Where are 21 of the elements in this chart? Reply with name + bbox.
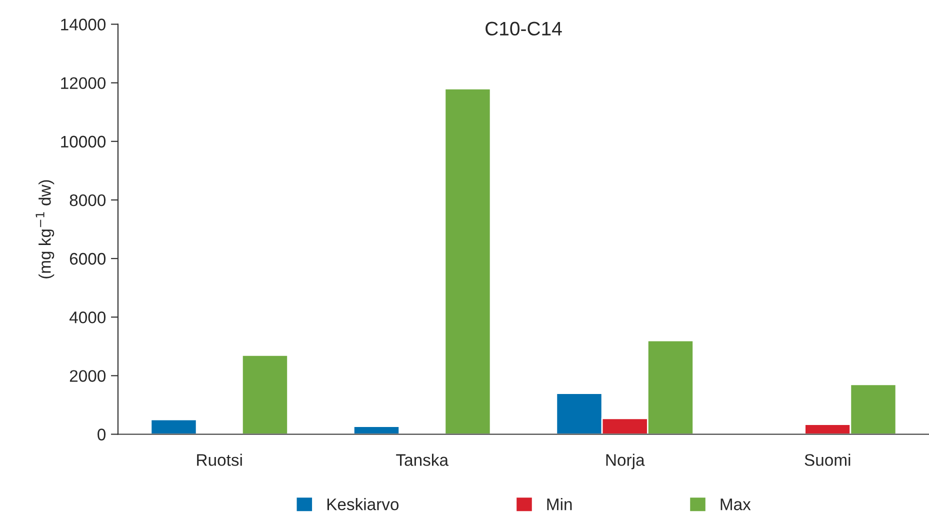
legend-label: Keskiarvo	[327, 498, 399, 510]
y-tick-label: 2000	[70, 370, 106, 382]
chart-title: C10-C14	[486, 22, 562, 36]
y-tick-label: 6000	[70, 252, 106, 265]
legend-label: Min	[547, 498, 572, 510]
x-tick-label: Norja	[606, 454, 645, 470]
y-tick-label: 4000	[69, 312, 106, 324]
bar	[150, 418, 198, 434]
x-tick-label: Ruotsi	[197, 454, 242, 466]
legend-label: Max	[720, 498, 751, 510]
x-tick-label: Tanska	[396, 454, 449, 466]
y-tick-label: 0	[98, 428, 106, 440]
bar	[444, 88, 492, 434]
y-axis-title: (mg kg$^{−1}$ dw)	[36, 180, 54, 278]
x-tick-label: Suomi	[804, 454, 850, 466]
y-tick-label: 8000	[70, 194, 106, 206]
bar	[241, 354, 288, 434]
y-tick-label: 10000	[61, 136, 106, 148]
y-tick-label: 14000	[61, 18, 106, 30]
bar	[352, 426, 400, 434]
y-tick-label: 12000	[61, 77, 106, 90]
